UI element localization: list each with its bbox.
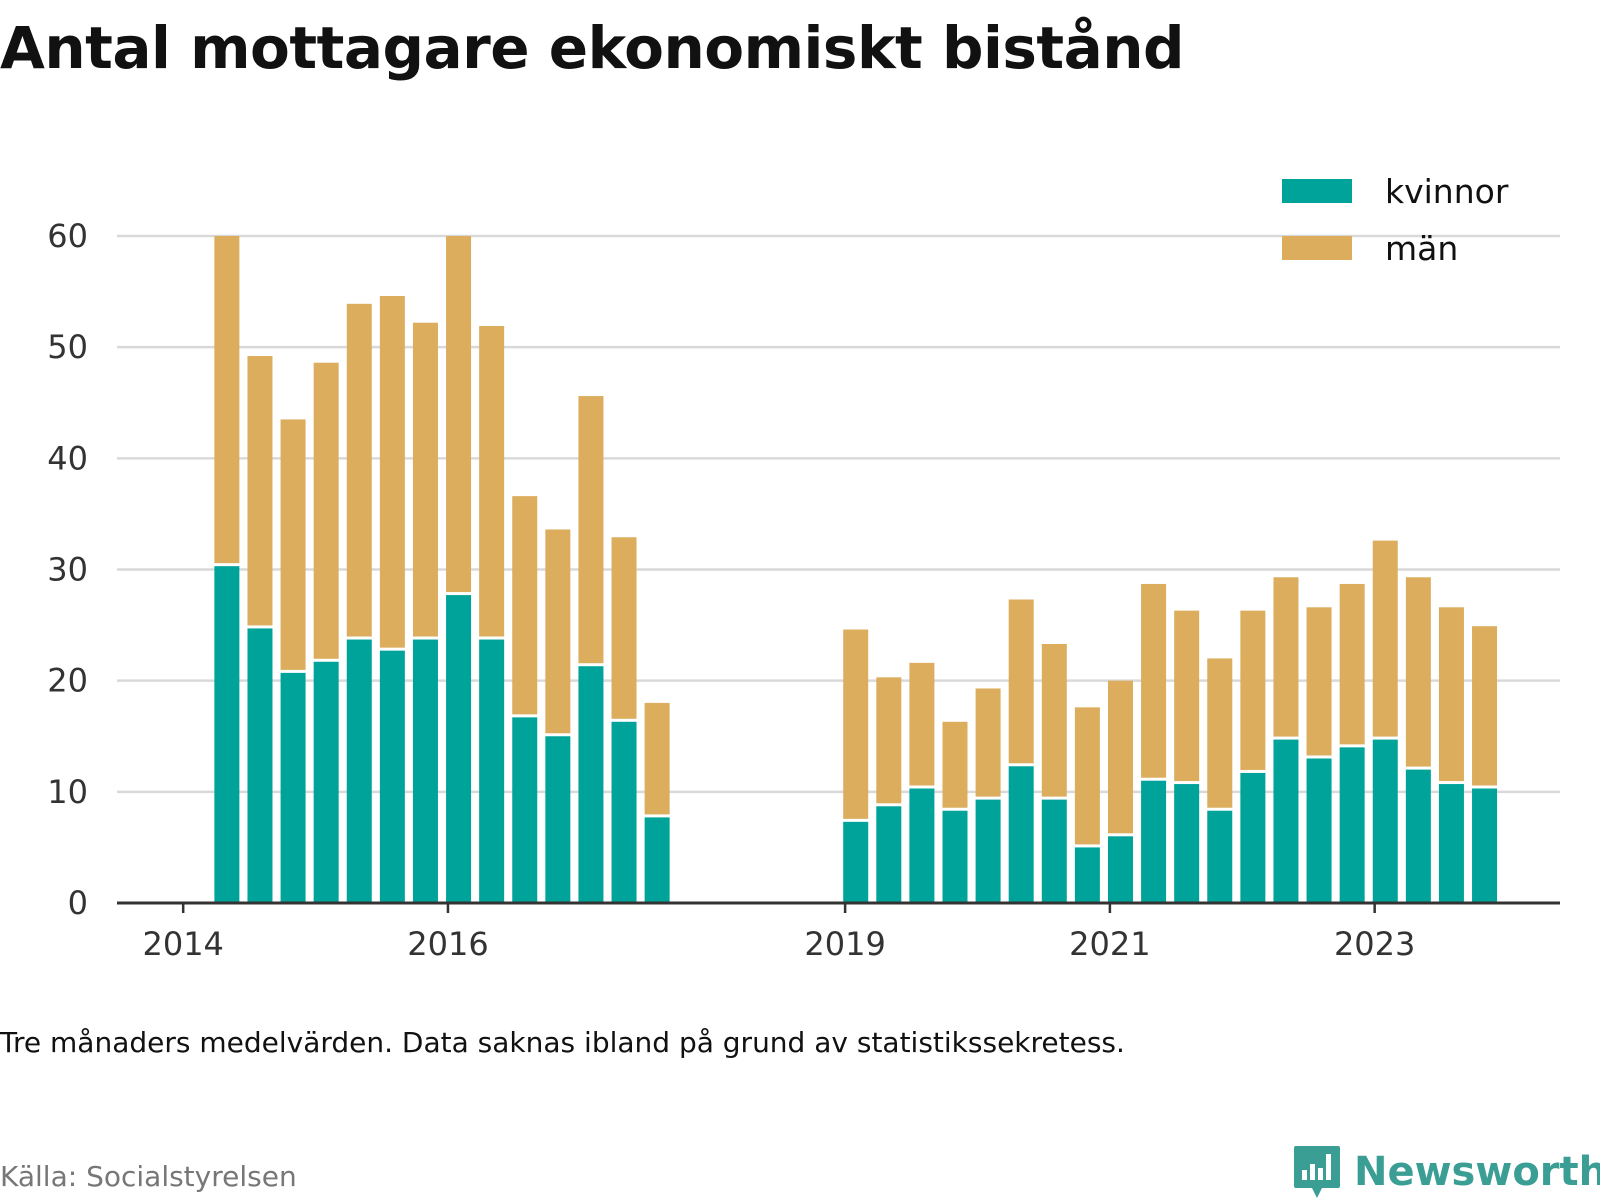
bar-man — [1306, 607, 1332, 756]
bar-man — [545, 529, 571, 734]
bar-man — [843, 629, 869, 819]
bar-kvinnor — [479, 639, 505, 903]
bar-man — [1240, 610, 1266, 770]
stacked-bar-chart: 0 10 20 30 40 50 60 2014 2016 2019 2021 2023 kvinno… — [47, 172, 1560, 963]
bar-man — [247, 356, 273, 626]
x-tick-label: 2019 — [804, 925, 885, 963]
bar-man — [313, 362, 339, 659]
bar-kvinnor — [876, 806, 902, 903]
y-tick-label: 30 — [47, 551, 88, 589]
bar-kvinnor — [1174, 784, 1200, 903]
bar-kvinnor — [512, 717, 538, 903]
y-tick-label: 60 — [47, 217, 88, 255]
bar-man — [479, 326, 505, 637]
bar-man — [1339, 583, 1365, 745]
y-tick-label: 20 — [47, 662, 88, 700]
bar-kvinnor — [1339, 747, 1365, 903]
bar-man — [1141, 583, 1167, 778]
bar-kvinnor — [1405, 769, 1431, 903]
x-tick-label: 2014 — [142, 925, 223, 963]
bar-kvinnor — [1041, 799, 1067, 903]
bar-kvinnor — [1306, 758, 1332, 903]
bar-man — [1372, 540, 1398, 737]
bar-kvinnor — [346, 639, 372, 903]
bar-man — [412, 322, 438, 637]
bar-man — [644, 702, 670, 815]
bar-kvinnor — [1438, 784, 1464, 903]
axes: 0 10 20 30 40 50 60 2014 2016 2019 2021 2023 — [47, 217, 1560, 963]
bar-kvinnor — [280, 672, 306, 903]
bar-kvinnor — [313, 661, 339, 903]
bar-kvinnor — [1372, 739, 1398, 903]
bar-kvinnor — [975, 799, 1001, 903]
bar-kvinnor — [1240, 772, 1266, 903]
bar-man — [611, 537, 637, 719]
bar-kvinnor — [942, 810, 968, 903]
bar-man — [1273, 577, 1299, 737]
bar-kvinnor — [1273, 739, 1299, 903]
bar-kvinnor — [379, 650, 405, 903]
legend-label-kvinnor: kvinnor — [1385, 172, 1509, 211]
bar-man — [280, 419, 306, 670]
bar-kvinnor — [446, 595, 472, 903]
legend-label-man: män — [1385, 229, 1458, 268]
bar-kvinnor — [611, 721, 637, 903]
x-tick-label: 2021 — [1069, 925, 1150, 963]
source-label: Källa: Socialstyrelsen — [0, 1160, 297, 1193]
bar-man — [1405, 577, 1431, 767]
chart-note: Tre månaders medelvärden. Data saknas ib… — [0, 1026, 1125, 1059]
bar-kvinnor — [214, 566, 240, 903]
bar-kvinnor — [412, 639, 438, 903]
bars — [214, 236, 1498, 903]
chart-title: Antal mottagare ekonomiskt bistånd — [0, 14, 1185, 82]
bar-man — [909, 662, 935, 786]
bar-man — [1472, 626, 1498, 786]
bar-man — [446, 236, 472, 593]
bar-man — [1174, 610, 1200, 782]
bar-kvinnor — [578, 666, 604, 903]
bar-man — [942, 721, 968, 808]
legend: kvinnor män — [1282, 172, 1509, 268]
bar-man — [578, 396, 604, 664]
bar-man — [1107, 680, 1133, 834]
newsworthy-logo[interactable]: Newsworthy — [1292, 1142, 1600, 1202]
x-tick-label: 2023 — [1334, 925, 1415, 963]
bar-kvinnor — [1141, 780, 1167, 903]
y-tick-label: 50 — [47, 328, 88, 366]
bar-kvinnor — [247, 628, 273, 903]
bar-kvinnor — [843, 821, 869, 903]
bar-kvinnor — [1008, 766, 1034, 903]
bar-kvinnor — [1107, 836, 1133, 903]
bar-man — [1438, 607, 1464, 782]
brand-name: Newsworthy — [1354, 1149, 1600, 1195]
bar-kvinnor — [1074, 847, 1100, 903]
bar-kvinnor — [644, 817, 670, 903]
bar-man — [379, 296, 405, 648]
x-tick-label: 2016 — [407, 925, 488, 963]
y-tick-label: 40 — [47, 439, 88, 477]
legend-swatch-kvinnor — [1282, 179, 1352, 203]
y-tick-label: 0 — [68, 884, 88, 922]
bar-man — [1207, 658, 1233, 808]
newsworthy-logo-icon — [1294, 1146, 1340, 1198]
bar-kvinnor — [1207, 810, 1233, 903]
bar-man — [1008, 599, 1034, 764]
bar-kvinnor — [545, 736, 571, 903]
bar-man — [876, 677, 902, 804]
bar-man — [214, 236, 240, 564]
bar-man — [346, 303, 372, 637]
bar-man — [975, 688, 1001, 797]
bar-man — [512, 496, 538, 715]
legend-swatch-man — [1282, 236, 1352, 260]
bar-man — [1041, 643, 1067, 797]
bar-man — [1074, 707, 1100, 845]
y-tick-label: 10 — [47, 773, 88, 811]
bar-kvinnor — [1472, 788, 1498, 903]
bar-kvinnor — [909, 788, 935, 903]
